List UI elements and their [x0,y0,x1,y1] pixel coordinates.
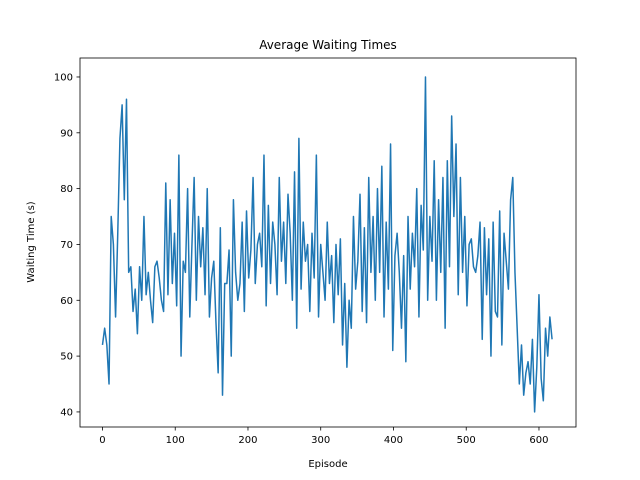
x-tick-label: 300 [311,435,330,446]
y-axis-label: Waiting Time (s) [26,201,37,282]
x-tick-label: 500 [457,435,476,446]
plot-frame [79,57,577,428]
y-tick-label: 50 [60,352,73,363]
x-tick-label: 0 [99,435,105,446]
x-axis-label: Episode [308,459,347,470]
x-tick-label: 600 [529,435,548,446]
y-tick-label: 80 [60,184,73,195]
data-line [101,76,553,413]
y-tick-label: 60 [60,296,73,307]
x-tick-label: 400 [384,435,403,446]
x-tick-label: 100 [166,435,185,446]
chart-title: Average Waiting Times [259,38,397,52]
y-tick-label: 40 [60,407,73,418]
y-tick-label: 90 [60,128,73,139]
y-tick-label: 100 [54,72,73,83]
x-tick-label: 200 [238,435,257,446]
y-tick-label: 70 [60,240,73,251]
